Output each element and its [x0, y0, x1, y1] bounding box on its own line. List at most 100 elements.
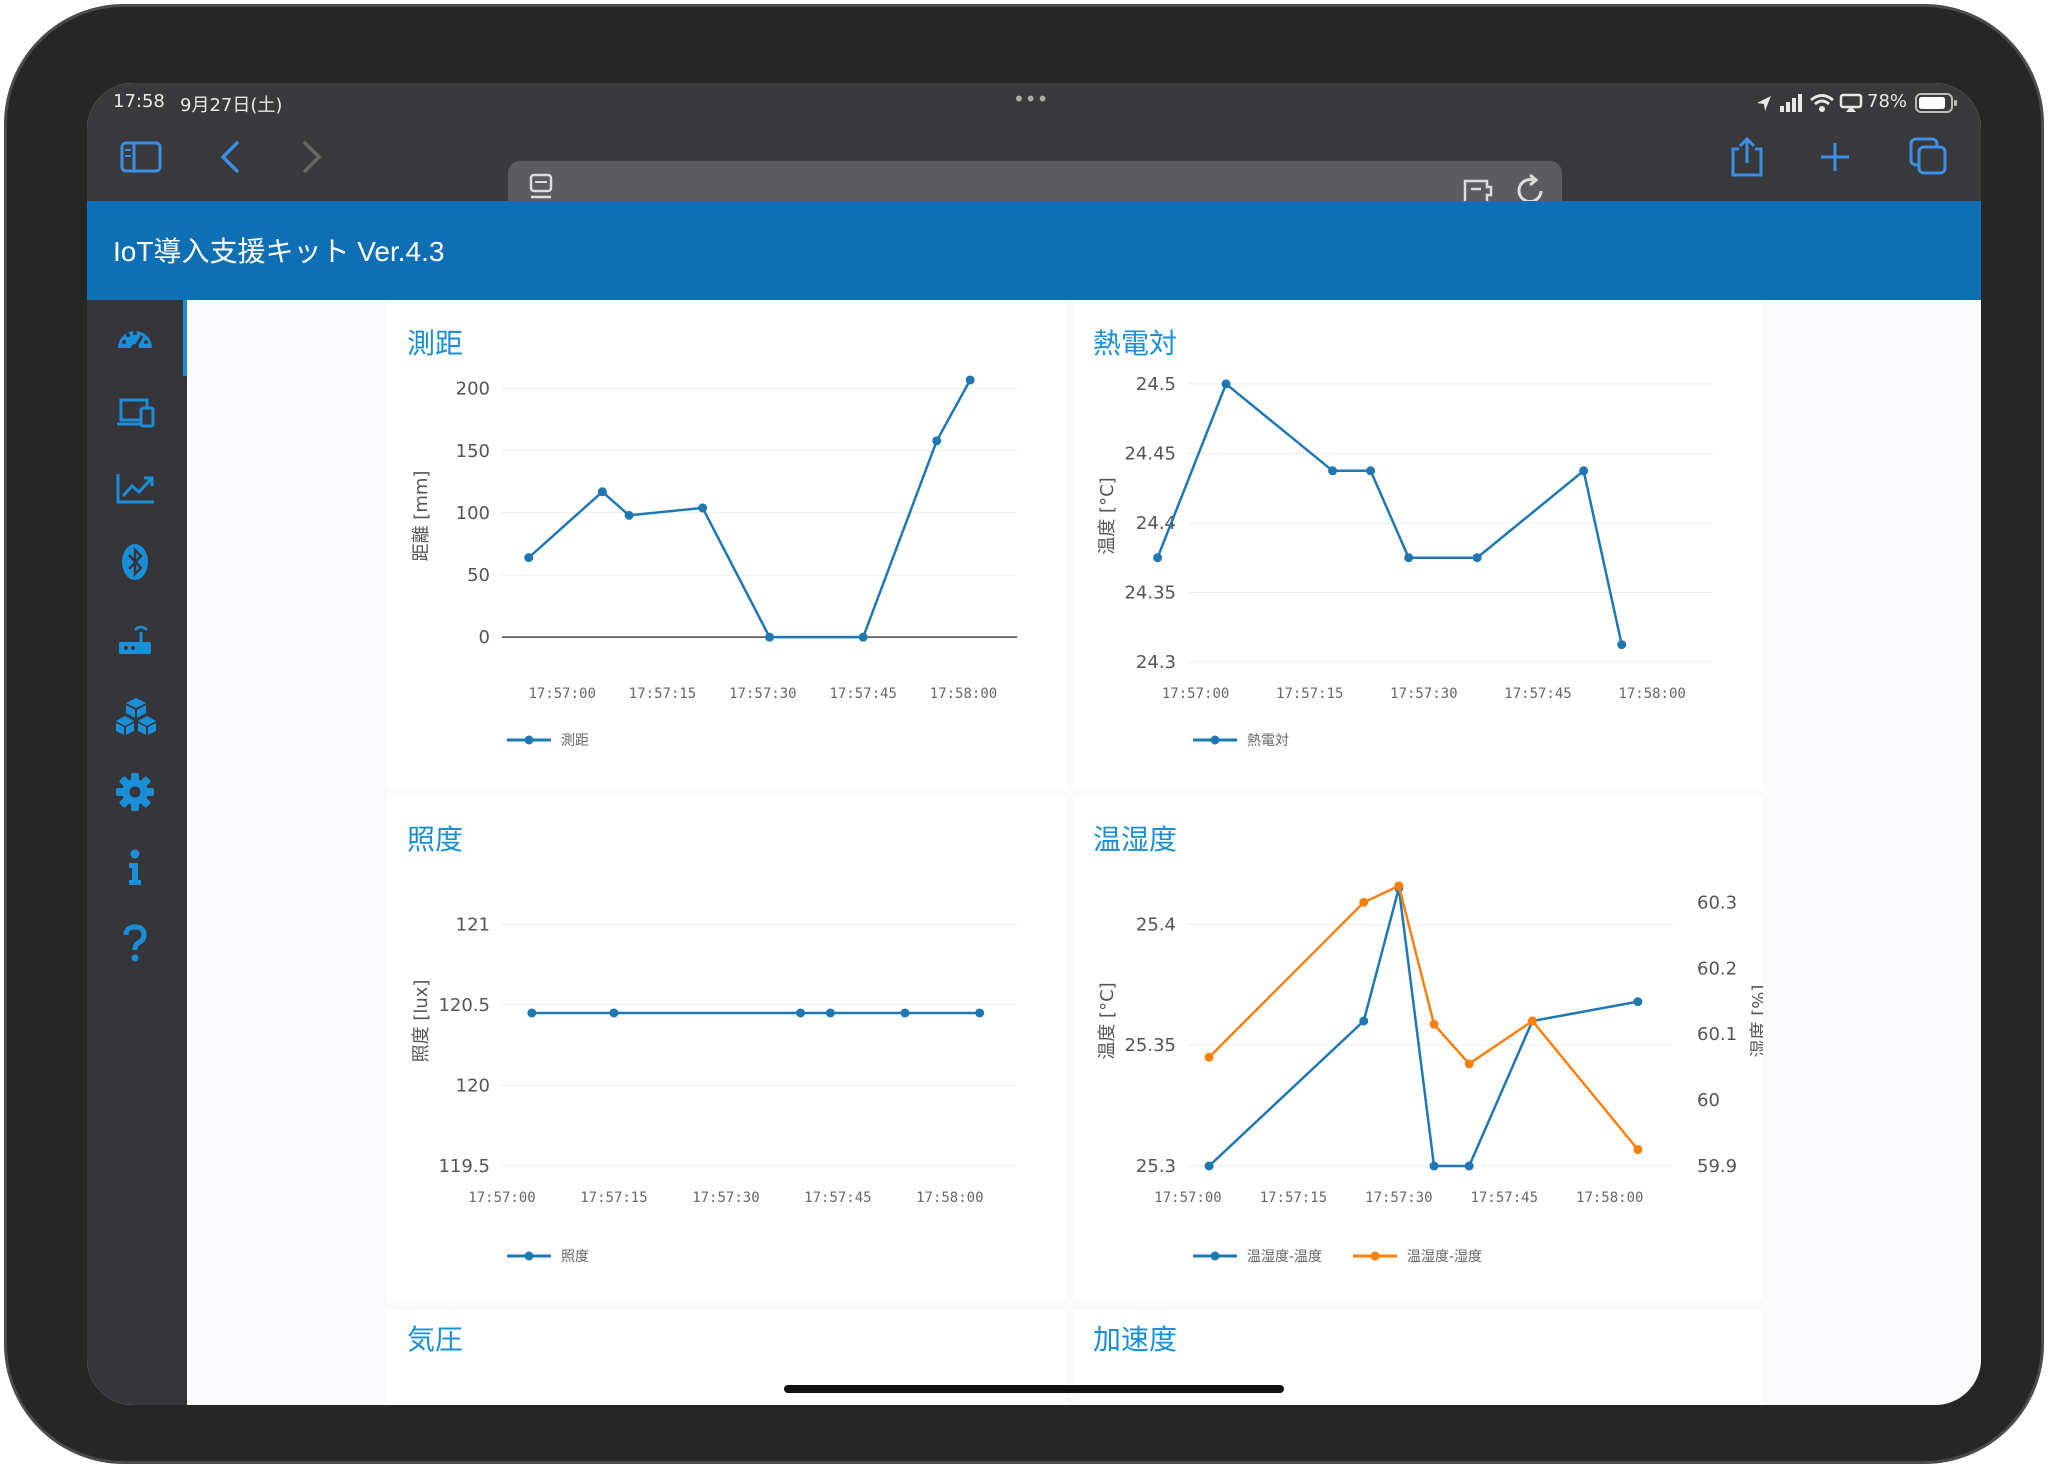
- y-tick-label: 24.5: [1136, 374, 1176, 395]
- y-tick-label: 24.3: [1136, 652, 1176, 673]
- series-line: [1208, 884, 1639, 1151]
- y-tick-label: 121: [456, 914, 490, 935]
- location-icon: [1757, 96, 1771, 111]
- data-point: [932, 436, 942, 446]
- x-tick-label: 17:57:15: [1260, 1190, 1327, 1206]
- y-axis-label: 照度 [lux]: [411, 980, 432, 1063]
- y-axis-label: 距離 [mm]: [411, 471, 432, 562]
- legend-label: 熱電対: [1247, 733, 1289, 749]
- legend-marker: [1210, 735, 1220, 745]
- data-point: [1579, 466, 1589, 476]
- airplay-icon: [1839, 93, 1863, 112]
- legend-marker: [524, 735, 534, 745]
- series-line: [527, 379, 972, 639]
- back-chevron-icon[interactable]: [217, 139, 243, 175]
- data-point: [1617, 640, 1627, 650]
- data-point: [1429, 1019, 1439, 1029]
- data-point: [1359, 897, 1369, 907]
- data-point: [1464, 1059, 1474, 1069]
- chart-illuminance[interactable]: 119.5 120 120.5 121 17:57:00 17:57:15 17:57:30…: [387, 836, 1067, 1300]
- x-tick-label: 17:57:30: [1365, 1190, 1432, 1206]
- x-tick-label: 17:57:15: [1276, 686, 1343, 702]
- legend-label: 温湿度-温度: [1247, 1249, 1322, 1265]
- home-indicator[interactable]: [784, 1385, 1284, 1393]
- card-title-pressure: 気圧: [407, 1323, 464, 1356]
- ipad-frame: 17:58 9月27日(土) ••• 78% IoT導入支援キット Ver.4.…: [4, 4, 2044, 1464]
- data-point: [796, 1008, 806, 1018]
- status-bar: 17:58 9月27日(土) ••• 78%: [87, 83, 1981, 125]
- legend-label: 温湿度-湿度: [1407, 1249, 1482, 1265]
- data-point: [1359, 1016, 1369, 1026]
- tabs-overview-icon[interactable]: [1907, 135, 1949, 177]
- app-header: IoT導入支援キット Ver.4.3: [87, 201, 1981, 300]
- y2-tick-label: 60.1: [1697, 1024, 1737, 1045]
- x-tick-label: 17:57:15: [629, 686, 696, 702]
- cubes-icon[interactable]: [113, 696, 159, 736]
- y-tick-label: 119.5: [438, 1156, 490, 1177]
- x-tick-label: 17:57:45: [1504, 686, 1571, 702]
- dashboard-content: 測距 0 50 100 150 200 17:57:00 17:57:15 17:57:30 1…: [187, 300, 1981, 1405]
- y-tick-label: 50: [467, 565, 490, 586]
- chart-thermocouple[interactable]: 24.3 24.35 24.4 24.45 24.5 17:57:00 17:57:15 17…: [1073, 340, 1763, 790]
- data-point: [1472, 553, 1482, 563]
- dashboard-gauge-icon[interactable]: [115, 320, 155, 356]
- data-point: [1394, 881, 1404, 891]
- data-point: [624, 510, 634, 520]
- sidebar-toggle-icon[interactable]: [120, 139, 162, 175]
- y-tick-label: 24.4: [1136, 513, 1176, 534]
- series-line: [1156, 381, 1623, 645]
- card-thermocouple: 熱電対 24.3 24.35 24.4 24.45 24.5 17:57:00 17:57:…: [1073, 300, 1763, 790]
- y-tick-label: 25.4: [1136, 914, 1176, 935]
- y2-axis-label: 湿度 [%]: [1749, 985, 1763, 1058]
- data-point: [1464, 1161, 1474, 1171]
- bluetooth-icon[interactable]: [119, 542, 151, 582]
- gear-icon[interactable]: [115, 772, 155, 812]
- chart-line-icon[interactable]: [115, 470, 157, 506]
- devices-icon[interactable]: [115, 396, 157, 432]
- y2-tick-label: 60: [1697, 1090, 1720, 1111]
- data-point: [1204, 1161, 1214, 1171]
- chart-temp-humidity[interactable]: 25.3 25.35 25.4 59.9 60 60.1 60.2 60.3 湿度 [%] 17:…: [1073, 836, 1763, 1300]
- x-tick-label: 17:57:30: [729, 686, 796, 702]
- signal-icon: [1780, 94, 1802, 112]
- data-point: [527, 1008, 537, 1018]
- data-point: [1527, 1016, 1537, 1026]
- card-title-temp-humidity: 温湿度: [1093, 823, 1178, 856]
- info-icon[interactable]: [125, 848, 145, 888]
- data-point: [1221, 379, 1231, 389]
- chart-distance[interactable]: 0 50 100 150 200 17:57:00 17:57:15 17:57:30 17:5…: [387, 340, 1067, 790]
- data-point: [597, 487, 607, 497]
- help-icon[interactable]: [121, 924, 149, 964]
- legend-marker: [1210, 1251, 1220, 1261]
- card-title-acceleration: 加速度: [1093, 1323, 1178, 1356]
- new-tab-plus-icon[interactable]: [1817, 139, 1853, 175]
- status-time: 17:58: [113, 91, 165, 112]
- y2-tick-label: 60.2: [1697, 958, 1737, 979]
- x-tick-label: 17:58:00: [930, 686, 997, 702]
- x-tick-label: 17:57:30: [692, 1190, 759, 1206]
- forward-chevron-icon[interactable]: [299, 139, 325, 175]
- data-point: [765, 632, 775, 642]
- y-tick-label: 25.3: [1136, 1156, 1176, 1177]
- x-tick-label: 17:57:15: [580, 1190, 647, 1206]
- x-tick-label: 17:57:00: [468, 1190, 535, 1206]
- y-tick-label: 150: [456, 441, 490, 462]
- data-point: [609, 1008, 619, 1018]
- x-tick-label: 17:57:30: [1390, 686, 1457, 702]
- battery-icon: [1915, 93, 1957, 113]
- app-title: IoT導入支援キット Ver.4.3: [113, 236, 445, 267]
- data-point: [1328, 466, 1338, 476]
- share-icon[interactable]: [1727, 135, 1767, 179]
- y-tick-label: 120: [456, 1075, 490, 1096]
- y-tick-label: 100: [456, 503, 490, 524]
- x-tick-label: 17:57:00: [1154, 1190, 1221, 1206]
- y2-tick-label: 60.3: [1697, 892, 1737, 913]
- data-point: [1153, 553, 1163, 563]
- router-icon[interactable]: [115, 622, 155, 658]
- sidebar-nav: [87, 300, 187, 1405]
- reload-icon[interactable]: [1515, 173, 1547, 207]
- data-point: [825, 1008, 835, 1018]
- multitasking-dots[interactable]: •••: [1013, 87, 1049, 111]
- card-distance: 測距 0 50 100 150 200 17:57:00 17:57:15 17:57:30 1…: [387, 300, 1067, 790]
- card-illuminance: 照度 119.5 120 120.5 121 17:57:00 17:57:15 17:57…: [387, 796, 1067, 1300]
